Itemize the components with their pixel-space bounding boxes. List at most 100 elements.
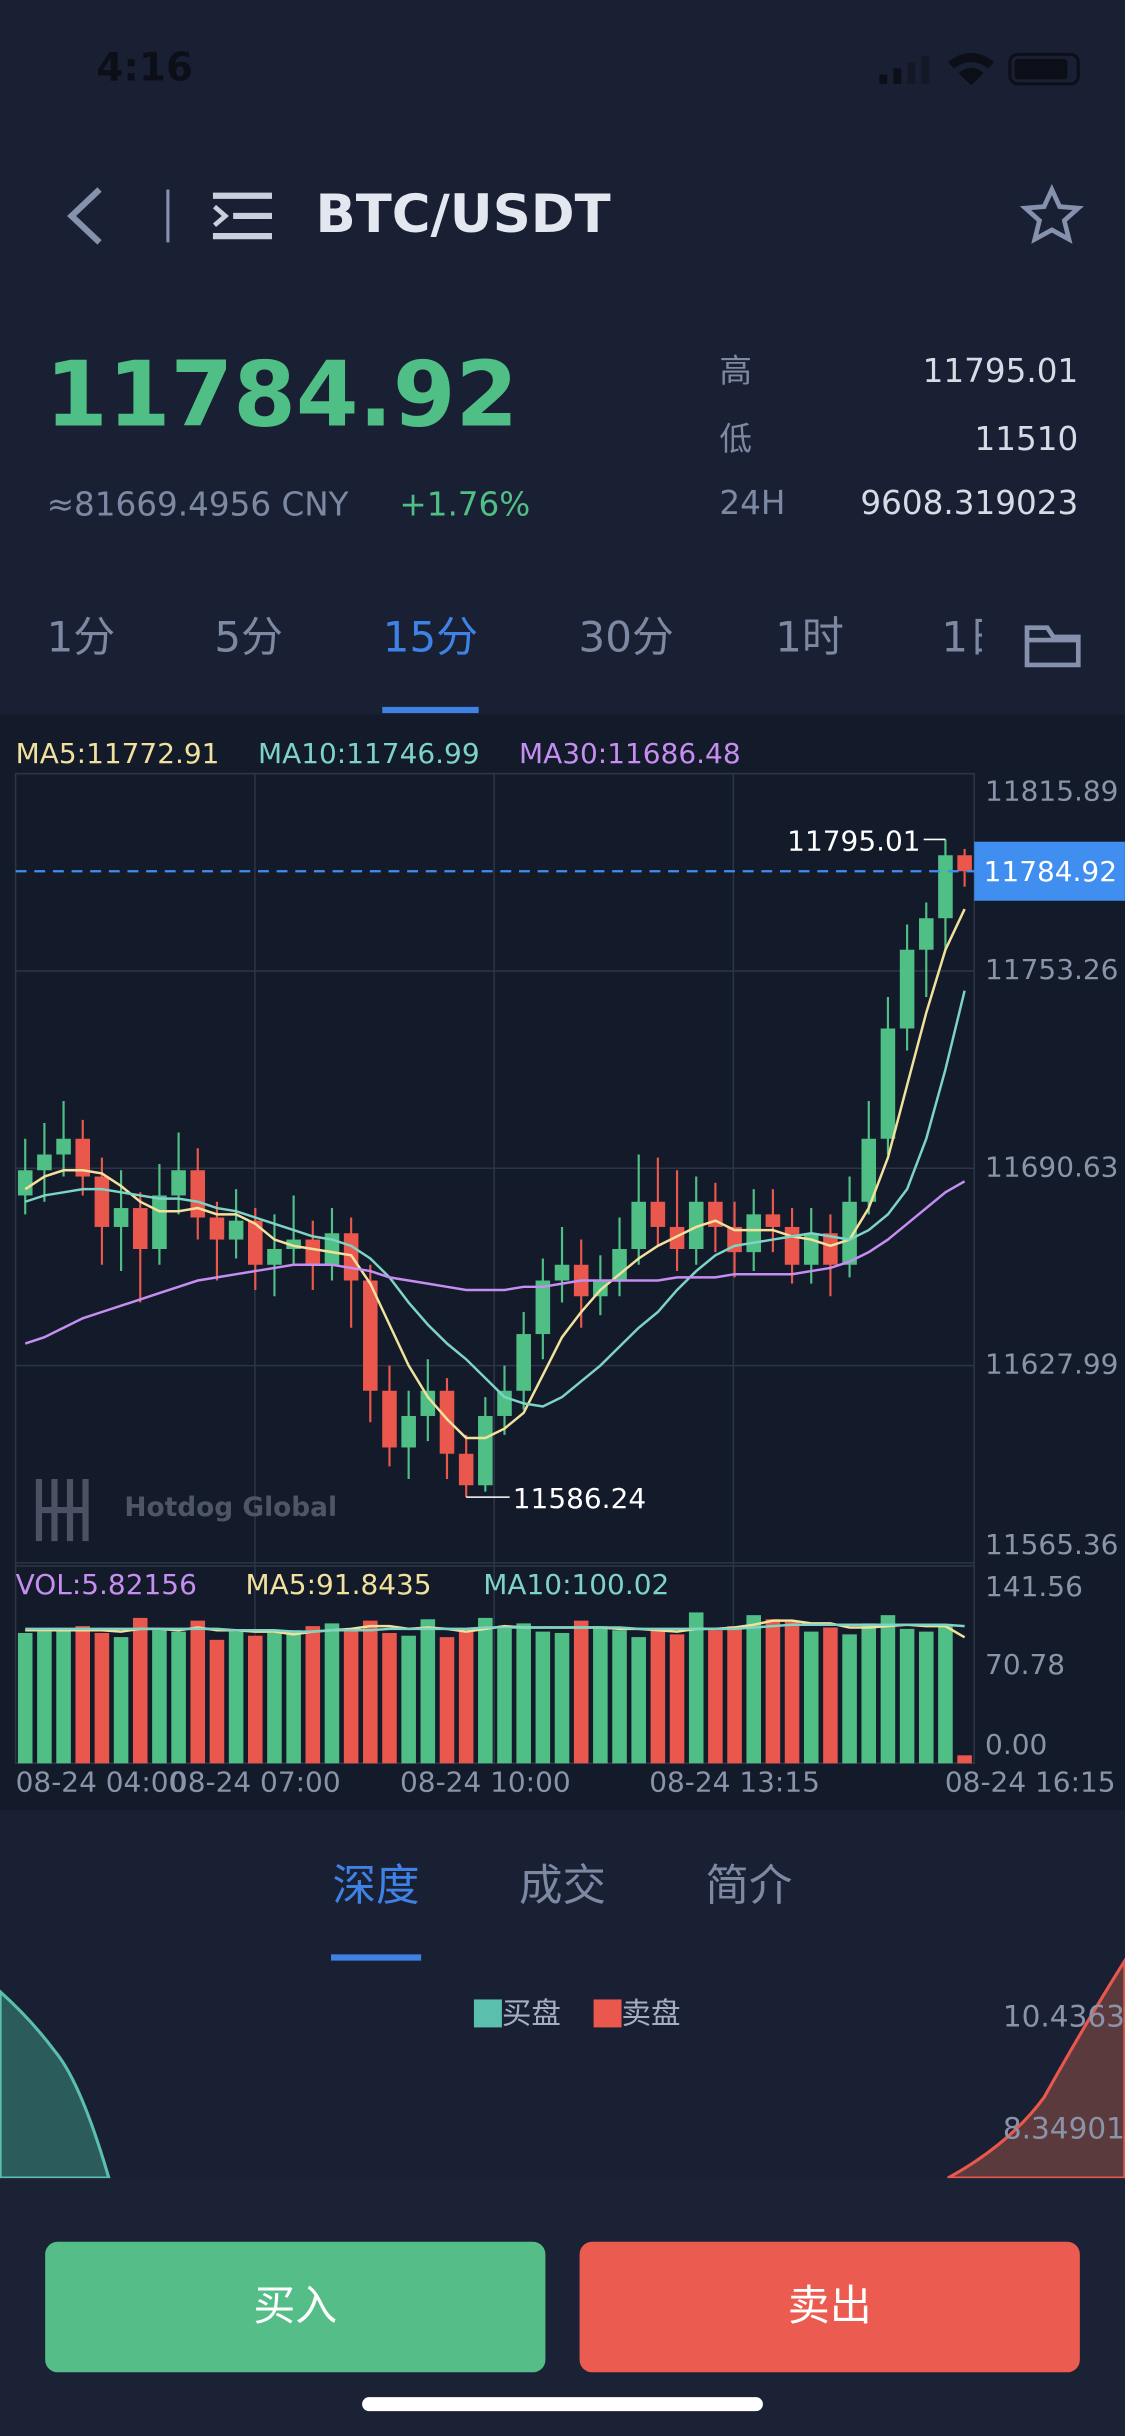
candle-body	[554, 1264, 570, 1281]
tab[interactable]: 简介	[705, 1862, 792, 1912]
volume-bar	[938, 1626, 953, 1764]
change: +1.76%	[399, 485, 530, 523]
legend-swatch	[473, 1999, 502, 2028]
candle-body	[899, 949, 915, 1029]
volume-bar	[842, 1634, 857, 1764]
volume-bar	[286, 1630, 301, 1764]
candle-body	[94, 1176, 110, 1227]
tab-indicator	[331, 1954, 422, 1961]
volume-bar	[669, 1634, 685, 1764]
y-tick-label: 11815.89	[985, 774, 1118, 807]
volume-bar	[497, 1628, 512, 1764]
status-time: 4:16	[96, 45, 193, 90]
volume-bar	[535, 1631, 551, 1764]
home-indicator	[362, 2397, 763, 2412]
volume-bar	[439, 1637, 455, 1764]
legend-label: 买盘	[502, 1996, 561, 2030]
volume-bar	[573, 1620, 589, 1764]
x-tick-label: 08-24 13:15	[649, 1765, 820, 1798]
candle-body	[880, 1028, 896, 1139]
candle-body	[631, 1201, 646, 1250]
stat-label: 高	[719, 352, 752, 390]
candle-body	[267, 1249, 282, 1265]
interval-tab[interactable]: 15分	[383, 613, 478, 662]
candle-body	[286, 1239, 301, 1250]
candle-body	[842, 1201, 857, 1265]
back-button[interactable]	[67, 187, 102, 245]
volume-bar	[420, 1619, 436, 1764]
candle-body	[17, 1170, 33, 1196]
x-tick-label: 08-24 10:00	[400, 1765, 571, 1798]
tab-indicator	[382, 706, 479, 714]
layout-button[interactable]	[1024, 625, 1081, 668]
volume-bar	[267, 1632, 282, 1764]
candle-body	[688, 1201, 704, 1250]
candle-body	[938, 855, 953, 919]
buy-label: 买入	[253, 2281, 337, 2330]
volume-bar	[209, 1639, 225, 1764]
favorite-button[interactable]	[1019, 183, 1084, 244]
volume-bar	[132, 1617, 148, 1764]
cny-price: ≈81669.4956 CNY	[47, 485, 349, 523]
volume-bar	[746, 1615, 762, 1764]
interval-tab[interactable]: 30分	[579, 613, 674, 662]
volume-bar	[171, 1631, 186, 1764]
last-price-label: 11784.92	[984, 855, 1117, 888]
legend-label: MA5:91.8435	[246, 1568, 432, 1601]
volume-bar	[880, 1615, 896, 1764]
volume-bar	[94, 1632, 110, 1764]
candle-body	[918, 918, 934, 950]
candle-body	[382, 1390, 397, 1448]
volume-bar	[688, 1612, 704, 1764]
candle-body	[458, 1453, 474, 1486]
legend-label: MA10:100.02	[483, 1568, 669, 1601]
interval-tab[interactable]: 1分	[47, 613, 116, 662]
volume-bar	[382, 1632, 397, 1764]
volume-bar	[401, 1635, 416, 1764]
candle-body	[209, 1217, 225, 1240]
volume-bar	[75, 1626, 91, 1764]
candle-body	[516, 1334, 531, 1391]
tab[interactable]: 深度	[333, 1862, 420, 1912]
sell-button[interactable]	[579, 2241, 1080, 2373]
volume-bar	[305, 1626, 321, 1764]
y-tick-label: 11627.99	[985, 1348, 1118, 1381]
volume-bar	[727, 1626, 742, 1764]
volume-bar	[363, 1620, 378, 1764]
status-icons	[879, 52, 1080, 86]
volume-bar	[554, 1632, 570, 1764]
candle-body	[171, 1170, 186, 1196]
volume-bar	[152, 1630, 167, 1764]
candle-body	[784, 1226, 800, 1265]
pair-title: BTC/USDT	[315, 184, 610, 245]
tab[interactable]: 成交	[519, 1862, 606, 1912]
candle-body	[37, 1154, 52, 1171]
legend-label: MA30:11686.48	[519, 737, 741, 770]
interval-tab[interactable]: 1日	[941, 613, 1010, 662]
sell-label: 卖出	[788, 2281, 872, 2330]
volume-bar	[343, 1628, 359, 1764]
interval-tab[interactable]: 5分	[214, 613, 283, 662]
candle-body	[823, 1233, 838, 1265]
candle-body	[861, 1138, 877, 1202]
last-price: 11784.92	[45, 343, 518, 448]
buy-button[interactable]	[45, 2241, 546, 2373]
candle-body	[957, 855, 972, 872]
interval-tab[interactable]: 1时	[775, 613, 844, 662]
stat-value: 9608.319023	[860, 484, 1078, 522]
candle-body	[132, 1208, 148, 1250]
candle-body	[669, 1226, 685, 1250]
high-label: 11795.01	[787, 825, 920, 858]
x-tick-label: 08-24 16:15	[945, 1765, 1116, 1798]
x-tick-label: 08-24 07:00	[170, 1765, 341, 1798]
interval-tabs: 1分 5分 15分 30分 1时 1日	[47, 613, 1010, 662]
menu-button[interactable]	[212, 192, 272, 240]
candle-body	[478, 1415, 493, 1486]
y-tick-label: 11690.63	[985, 1150, 1118, 1183]
watermark: Hotdog Global	[124, 1492, 337, 1523]
y-tick-label: 141.56	[985, 1570, 1083, 1603]
volume-bar	[650, 1628, 666, 1764]
volume-bar	[190, 1620, 206, 1764]
volume-bar	[612, 1630, 627, 1764]
